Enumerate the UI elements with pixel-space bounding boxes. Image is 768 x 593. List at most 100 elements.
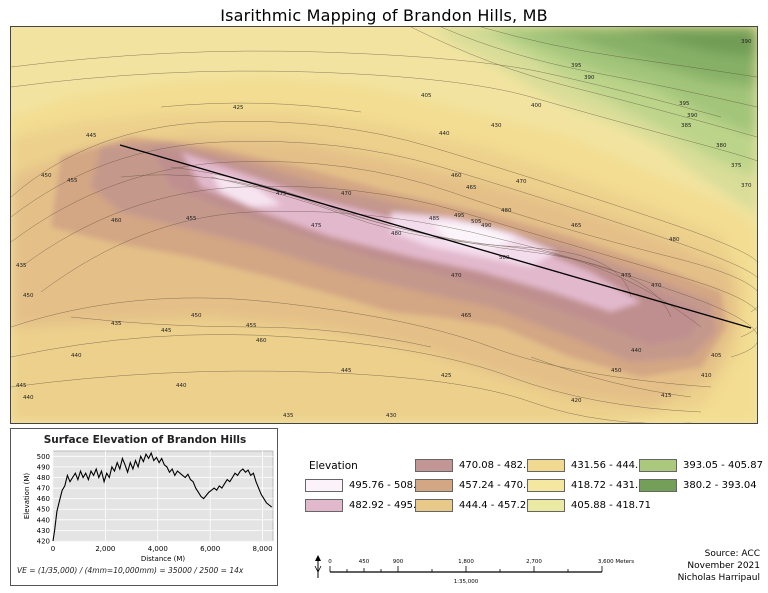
elevation-profile-line: [52, 451, 273, 542]
contour-label: 445: [16, 383, 27, 389]
legend-swatch: [527, 459, 565, 472]
legend-label: 470.08 - 482.91: [459, 460, 539, 471]
contour-label: 405: [421, 93, 432, 99]
legend-label: 495.76 - 508.59: [349, 480, 429, 491]
contour-label: 445: [341, 368, 352, 374]
contour-label: 455: [246, 323, 257, 329]
y-tick-label: 470: [37, 485, 50, 493]
contour-label: 450: [23, 293, 34, 299]
contour-label: 475: [621, 273, 632, 279]
contour-label: 430: [491, 123, 502, 129]
legend-title: Elevation: [309, 460, 358, 472]
contour-label: 435: [16, 263, 27, 269]
contour-label: 440: [439, 131, 450, 137]
contour-label: 385: [681, 123, 692, 129]
profile-title: Surface Elevation of Brandon Hills: [43, 434, 247, 446]
date-text: November 2021: [687, 561, 760, 571]
y-tick-label: 490: [37, 463, 50, 471]
contour-label: 375: [731, 163, 742, 169]
legend-label: 405.88 - 418.71: [571, 500, 651, 511]
scale-bar-graphic: 0 450 900 1,800 2,700 3,600 Meters 1:35,…: [314, 555, 634, 585]
contour-label: 435: [111, 321, 122, 327]
contour-label: 445: [86, 133, 97, 139]
legend-swatch: [415, 459, 453, 472]
map-canvas: 390 395 390 405 400 395 390 385 380 375 …: [11, 27, 757, 423]
y-axis-label: Elevation (M): [23, 473, 31, 520]
contour-label: 405: [711, 353, 722, 359]
contour-label-group: 390 395 390 405 400 395 390 385 380 375 …: [16, 39, 752, 419]
legend-swatch: [527, 499, 565, 512]
contour-label: 495: [454, 213, 465, 219]
contour-label: 435: [283, 413, 294, 419]
scale-ratio: 1:35,000: [454, 579, 479, 585]
contour-label: 440: [631, 348, 642, 354]
contour-label: 470: [451, 273, 462, 279]
contour-label: 400: [531, 103, 542, 109]
x-tick-label: 4,000: [148, 545, 168, 553]
x-axis-label: Distance (M): [141, 555, 186, 563]
contour-label: 465: [461, 313, 472, 319]
legend-swatch: [639, 459, 677, 472]
contour-label: 480: [669, 237, 680, 243]
contour-label: 425: [233, 105, 244, 111]
scale-tick-label: 0: [328, 559, 332, 565]
contour-label: 460: [111, 218, 122, 224]
contour-label: 480: [391, 231, 402, 237]
contour-label: 470: [651, 283, 662, 289]
elevation-profile-chart: 420 430 440 450 460 470 480 490 500 0 2,000 4,000 6,…: [23, 450, 274, 563]
legend-swatch: [639, 479, 677, 492]
legend-label: 380.2 - 393.04: [683, 480, 757, 491]
legend-label: 418.72 - 431.55: [571, 480, 651, 491]
contour-label: 475: [311, 223, 322, 229]
legend-label: 444.4 - 457.23: [459, 500, 533, 511]
y-tick-label: 480: [37, 474, 50, 482]
contour-label: 380: [716, 143, 727, 149]
contour-label: 390: [687, 113, 698, 119]
contour-label: 440: [71, 353, 82, 359]
contour-label: 450: [611, 368, 622, 374]
x-tick-label: 0: [51, 545, 55, 553]
contour-label: 465: [571, 223, 582, 229]
contour-label: 455: [67, 178, 78, 184]
vertical-exaggeration-note: VE = (1/35,000) / (4mm=10,000mm) = 35000…: [17, 566, 244, 575]
legend-swatch: [305, 479, 343, 492]
scale-bar: 0 450 900 1,800 2,700 3,600 Meters 1:35,…: [312, 552, 652, 586]
contour-label: 470: [341, 191, 352, 197]
north-arrow-icon: [314, 555, 322, 578]
x-tick-label: 6,000: [200, 545, 220, 553]
contour-label: 480: [501, 208, 512, 214]
x-tick-label: 8,000: [253, 545, 273, 553]
contour-label: 390: [584, 75, 595, 81]
legend-swatch: [305, 499, 343, 512]
contour-label: 430: [386, 413, 397, 419]
contour-label: 500: [499, 255, 510, 261]
y-tick-label: 450: [37, 506, 50, 514]
contour-label: 475: [276, 191, 287, 197]
scale-tick-label: 2,700: [526, 559, 542, 565]
legend-swatch: [527, 479, 565, 492]
contour-label: 450: [191, 313, 202, 319]
contour-label: 445: [161, 328, 172, 334]
contour-lines: [11, 27, 757, 423]
plot-area: [52, 450, 274, 542]
profile-transect-line: [119, 144, 752, 329]
legend-label: 431.56 - 444.39: [571, 460, 651, 471]
y-tick-label: 460: [37, 495, 50, 503]
contour-label: 390: [741, 39, 752, 45]
y-tick-label: 430: [37, 527, 50, 535]
contour-label: 420: [571, 398, 582, 404]
elevation-legend: Elevation 495.76 - 508.59 482.92 - 495.7…: [305, 455, 765, 525]
scale-tick-label: 450: [359, 559, 370, 565]
scale-tick-label: 3,600 Meters: [598, 559, 634, 565]
map-credits: Source: ACC November 2021 Nicholas Harri…: [678, 548, 760, 584]
contour-label: 455: [186, 216, 197, 222]
author-text: Nicholas Harripaul: [677, 573, 760, 583]
legend-label: 482.92 - 495.75: [349, 500, 429, 511]
elevation-map[interactable]: 390 395 390 405 400 395 390 385 380 375 …: [10, 26, 758, 424]
contour-label: 415: [661, 393, 672, 399]
legend-label: 457.24 - 470.07: [459, 480, 539, 491]
contour-label: 425: [441, 373, 452, 379]
legend-swatch: [415, 479, 453, 492]
contour-label: 490: [481, 223, 492, 229]
source-text: Source: ACC: [704, 549, 760, 559]
